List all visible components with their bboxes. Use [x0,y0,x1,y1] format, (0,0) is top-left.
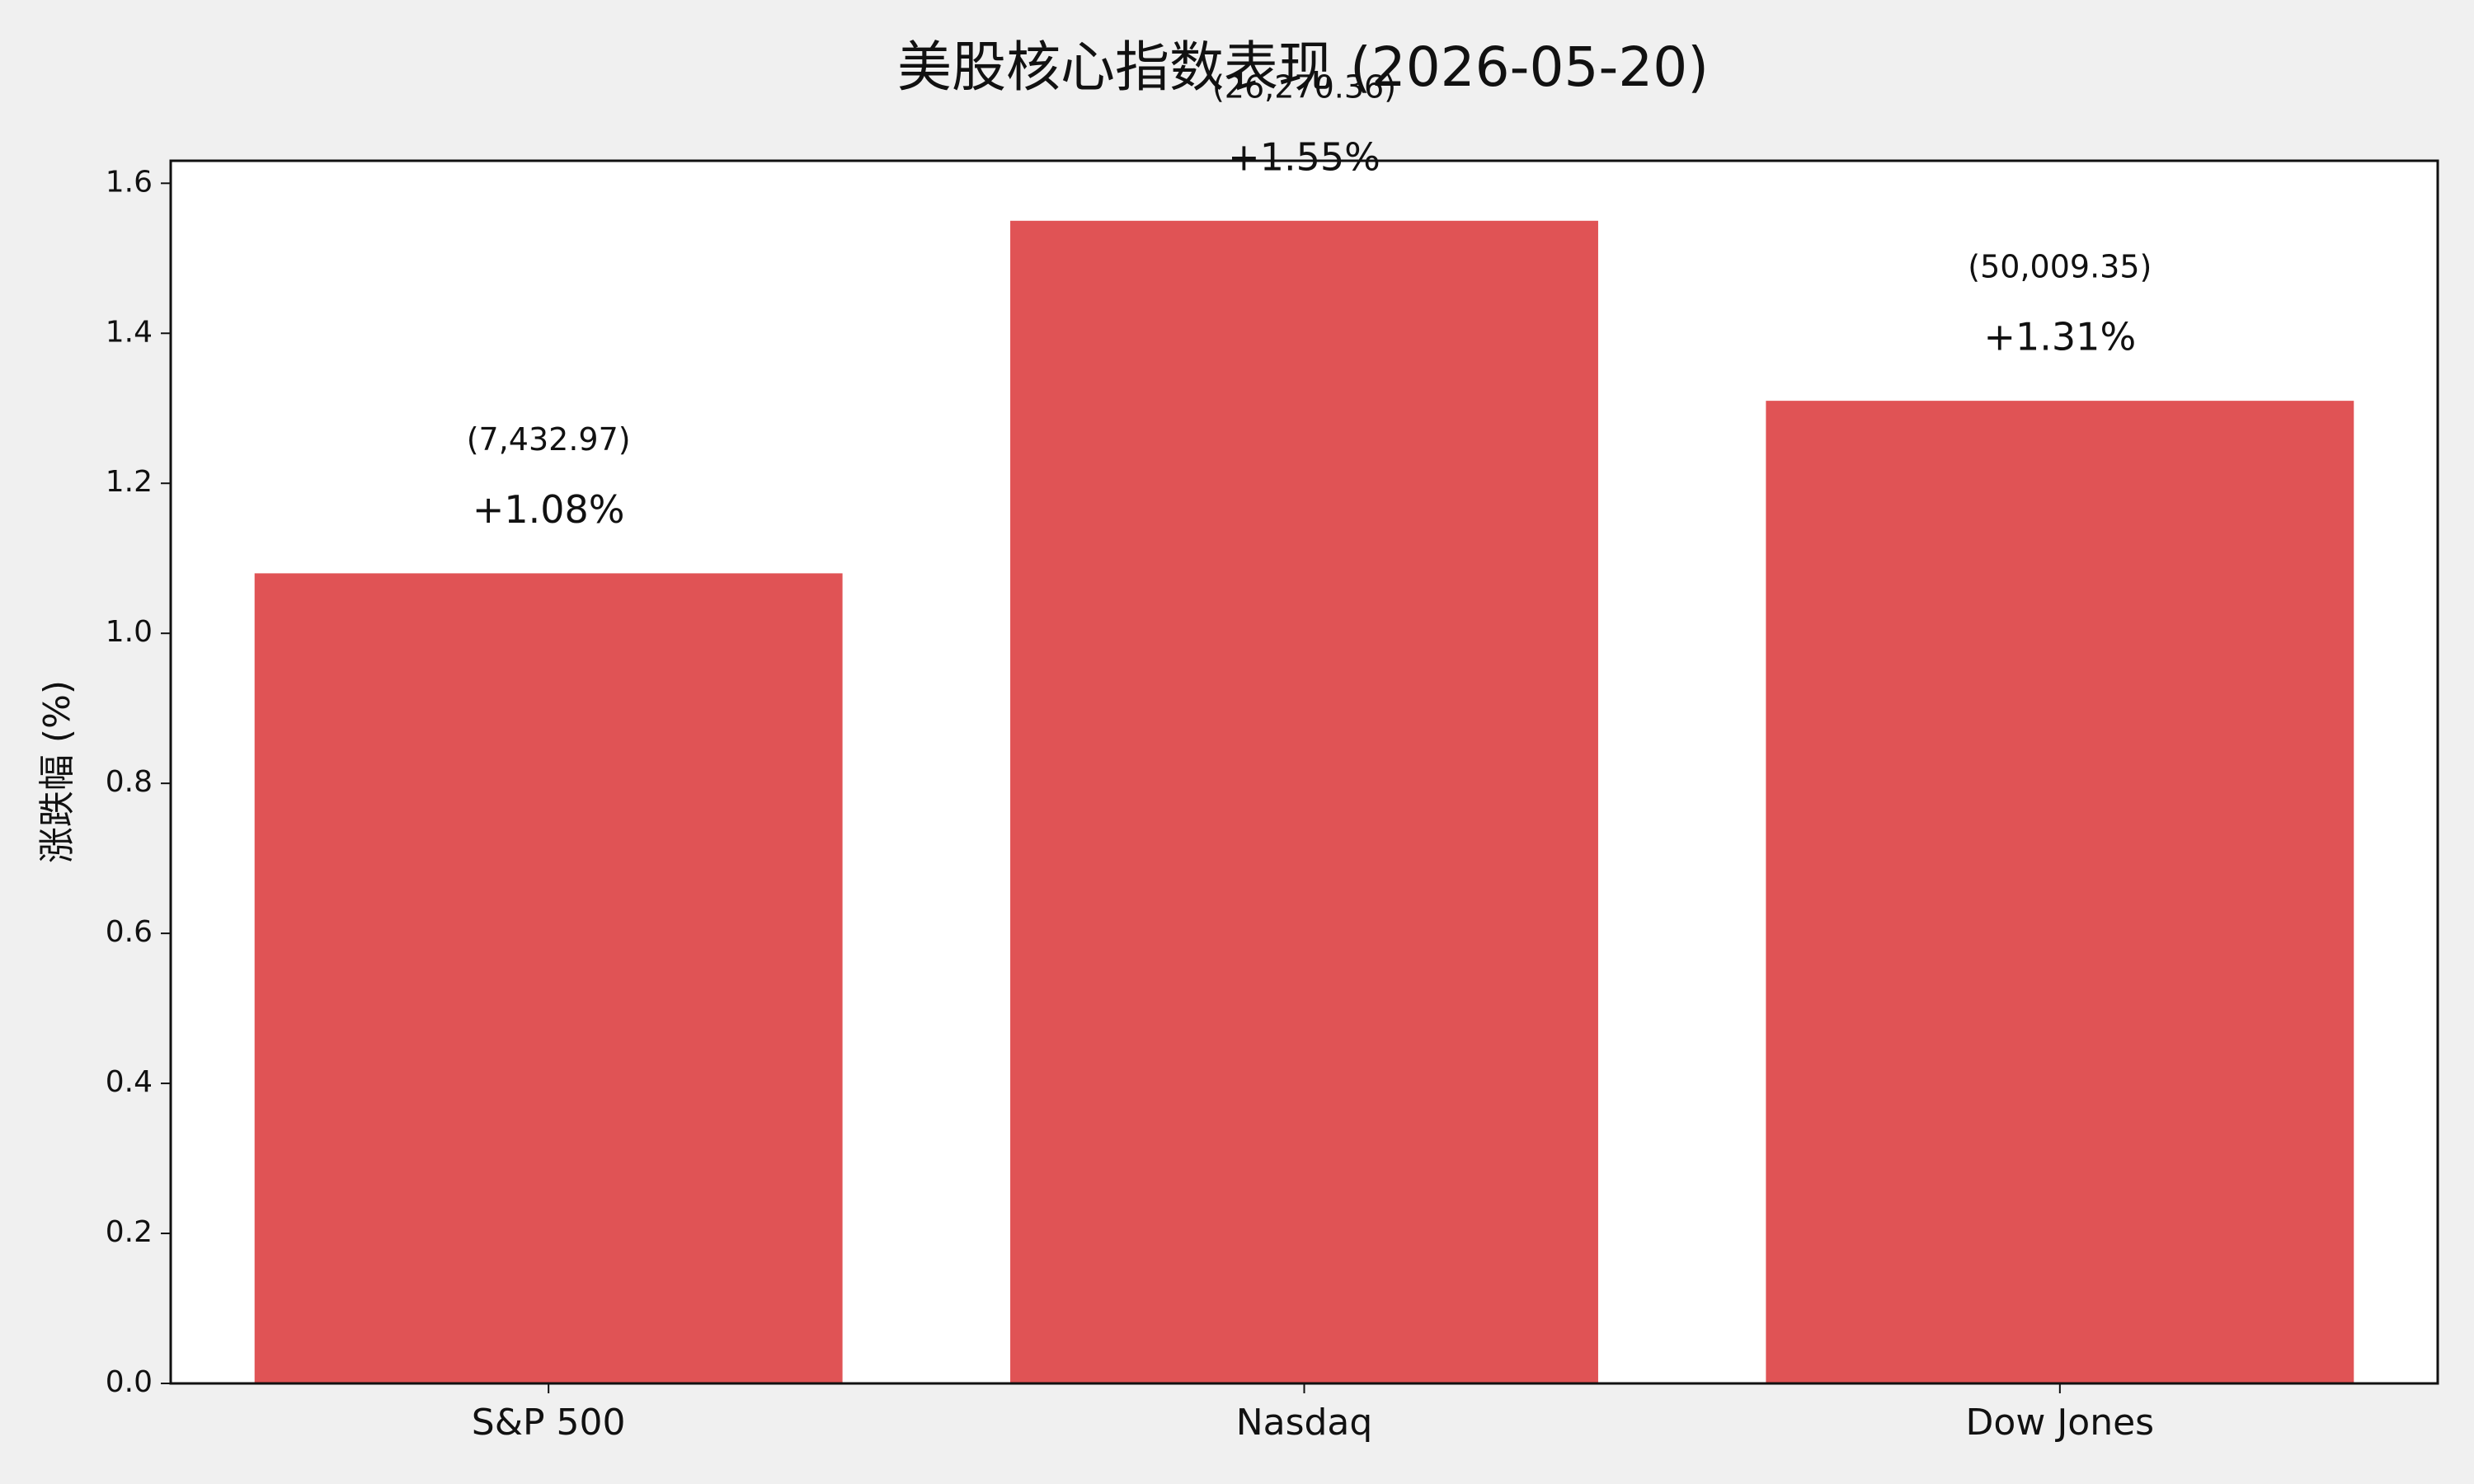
bar [1766,401,2354,1383]
y-axis-label: 涨跌幅 (%) [36,680,78,863]
index-level-label: (26,270.36) [1212,68,1396,105]
x-tick-label: S&P 500 [472,1402,626,1444]
bar [1010,220,1598,1383]
plot-frame [169,159,2439,1385]
x-tick-label: Nasdaq [1236,1402,1373,1444]
y-tick-label: 0.6 [106,915,153,949]
y-tick-label: 0.4 [106,1065,153,1099]
y-tick-label: 1.2 [106,465,153,499]
y-tick-label: 1.4 [106,315,153,349]
index-level-label: (50,009.35) [1968,249,2152,285]
value-label: +1.55% [1228,134,1380,179]
y-tick-label: 1.6 [106,165,153,199]
value-label: +1.08% [473,487,625,532]
index-level-label: (7,432.97) [467,421,631,458]
bar [254,573,843,1383]
y-tick-label: 0.0 [106,1365,153,1399]
value-label: +1.31% [1983,315,2136,359]
x-tick-label: Dow Jones [1966,1402,2155,1444]
y-tick-label: 0.8 [106,765,153,799]
y-tick-label: 0.2 [106,1215,153,1249]
chart-title: 美股核心指数表现 (2026-05-20) [897,35,1709,99]
y-tick-label: 1.0 [106,615,153,649]
